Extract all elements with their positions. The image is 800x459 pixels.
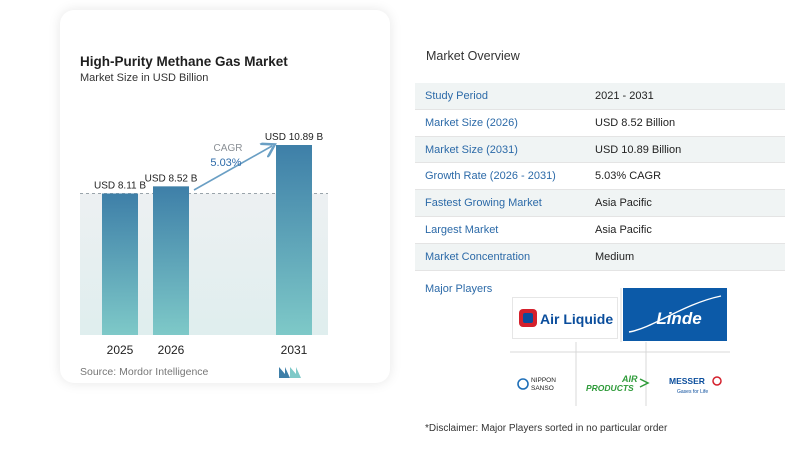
logo-air-liquide: Air Liquide bbox=[512, 297, 618, 339]
bar-chart: USD 8.11 B 2025 USD 8.52 B 2026 USD 10.89 B 2… bbox=[80, 132, 328, 357]
logo-linde: Linde bbox=[623, 288, 727, 341]
air-liquide-logo: Air Liquide bbox=[512, 297, 618, 339]
source-text: Source: Mordor Intelligence bbox=[80, 366, 209, 378]
svg-text:Gases for Life: Gases for Life bbox=[677, 389, 708, 395]
overview-title: Market Overview bbox=[426, 49, 520, 63]
major-players-title: Major Players bbox=[425, 283, 493, 295]
bar-2031 bbox=[276, 145, 312, 335]
air-products-logo: AIR PRODUCTS bbox=[586, 374, 650, 393]
svg-text:AIR: AIR bbox=[621, 374, 638, 384]
x-tick-2026: 2026 bbox=[158, 343, 185, 357]
row-label: Market Concentration bbox=[425, 250, 531, 263]
chart-title: High-Purity Methane Gas Market bbox=[80, 54, 288, 69]
overview-row: Growth Rate (2026 - 2031) 5.03% CAGR bbox=[415, 163, 785, 191]
bar-2026 bbox=[153, 186, 189, 335]
row-value: USD 10.89 Billion bbox=[595, 143, 682, 156]
cagr-label: CAGR bbox=[214, 143, 243, 154]
overview-row: Market Size (2031) USD 10.89 Billion bbox=[415, 136, 785, 164]
logo-air-products: AIR PRODUCTS bbox=[582, 370, 652, 400]
linde-logo: Linde bbox=[628, 295, 722, 333]
disclaimer: *Disclaimer: Major Players sorted in no … bbox=[425, 423, 668, 434]
row-value: 2021 - 2031 bbox=[595, 90, 654, 102]
row-value: USD 8.52 Billion bbox=[595, 116, 676, 129]
overview-row: Study Period 2021 - 2031 bbox=[415, 83, 785, 110]
messer-logo: MESSER Gases for Life bbox=[669, 376, 722, 395]
x-tick-2025: 2025 bbox=[107, 343, 134, 357]
cagr-value: 5.03% bbox=[210, 157, 241, 169]
nippon-sanso-logo: NIPPON SANSO bbox=[517, 377, 556, 392]
row-label: Largest Market bbox=[425, 223, 499, 236]
logo-messer: MESSER Gases for Life bbox=[665, 372, 725, 400]
players-grid-lines bbox=[510, 288, 730, 406]
row-label: Market Size (2026) bbox=[425, 116, 518, 129]
data-label-2025: USD 8.11 B bbox=[94, 181, 146, 192]
row-value: Medium bbox=[595, 250, 635, 263]
x-tick-2031: 2031 bbox=[281, 343, 308, 357]
chart-card: High-Purity Methane Gas Market Market Si… bbox=[60, 10, 390, 383]
data-label-2031: USD 10.89 B bbox=[265, 132, 324, 143]
row-label: Fastest Growing Market bbox=[425, 197, 542, 210]
row-label: Study Period bbox=[425, 90, 488, 102]
mordor-logo-icon bbox=[279, 367, 301, 378]
overview-table: Study Period 2021 - 2031 Market Size (20… bbox=[415, 83, 785, 271]
chart-subtitle: Market Size in USD Billion bbox=[80, 72, 209, 84]
overview-row: Fastest Growing Market Asia Pacific bbox=[415, 190, 785, 217]
svg-text:SANSO: SANSO bbox=[531, 385, 554, 392]
overview-row: Largest Market Asia Pacific bbox=[415, 217, 785, 244]
overview-row: Market Size (2026) USD 8.52 Billion bbox=[415, 110, 785, 137]
svg-text:NIPPON: NIPPON bbox=[531, 377, 556, 384]
overview-row: Market Concentration Medium bbox=[415, 243, 785, 271]
svg-text:PRODUCTS: PRODUCTS bbox=[586, 383, 634, 393]
row-value: Asia Pacific bbox=[595, 197, 652, 210]
svg-text:Linde: Linde bbox=[656, 309, 701, 328]
svg-text:Air Liquide: Air Liquide bbox=[540, 311, 613, 327]
svg-text:MESSER: MESSER bbox=[669, 376, 705, 386]
row-label: Market Size (2031) bbox=[425, 143, 518, 156]
row-value: 5.03% CAGR bbox=[595, 170, 662, 183]
bar-2025 bbox=[102, 193, 138, 335]
row-value: Asia Pacific bbox=[595, 223, 652, 236]
cagr-arrow bbox=[193, 146, 272, 191]
row-label: Growth Rate (2026 - 2031) bbox=[425, 170, 556, 183]
data-label-2026: USD 8.52 B bbox=[145, 173, 198, 184]
logo-nippon-sanso: NIPPON SANSO bbox=[515, 370, 565, 400]
